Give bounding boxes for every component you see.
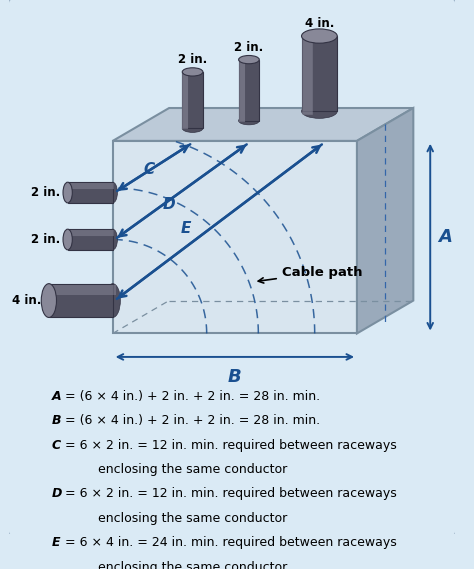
Text: E: E bbox=[52, 537, 60, 549]
Text: 2 in.: 2 in. bbox=[234, 41, 264, 54]
Text: A: A bbox=[438, 228, 452, 246]
Text: B: B bbox=[52, 414, 61, 427]
Text: 2 in.: 2 in. bbox=[178, 53, 207, 66]
Ellipse shape bbox=[108, 182, 118, 203]
Text: enclosing the same conductor: enclosing the same conductor bbox=[98, 512, 287, 525]
Ellipse shape bbox=[63, 182, 73, 203]
Text: D: D bbox=[52, 488, 62, 501]
Text: = 6 × 4 in. = 24 in. min. required between raceways: = 6 × 4 in. = 24 in. min. required betwe… bbox=[61, 537, 397, 549]
Ellipse shape bbox=[63, 229, 73, 250]
Polygon shape bbox=[238, 60, 259, 121]
Text: D: D bbox=[163, 196, 175, 212]
Ellipse shape bbox=[301, 29, 337, 43]
Polygon shape bbox=[357, 108, 413, 333]
Ellipse shape bbox=[41, 284, 56, 318]
Ellipse shape bbox=[182, 68, 203, 76]
Text: B: B bbox=[228, 368, 242, 386]
Ellipse shape bbox=[301, 104, 337, 118]
Text: C: C bbox=[144, 162, 155, 177]
FancyBboxPatch shape bbox=[8, 0, 456, 537]
Polygon shape bbox=[301, 36, 337, 111]
Polygon shape bbox=[113, 141, 357, 333]
Ellipse shape bbox=[238, 117, 259, 125]
Ellipse shape bbox=[105, 284, 120, 318]
Text: C: C bbox=[52, 439, 61, 452]
Text: = (6 × 4 in.) + 2 in. + 2 in. = 28 in. min.: = (6 × 4 in.) + 2 in. + 2 in. = 28 in. m… bbox=[61, 414, 320, 427]
Polygon shape bbox=[49, 284, 113, 318]
Text: 2 in.: 2 in. bbox=[31, 233, 60, 246]
Text: 2 in.: 2 in. bbox=[31, 186, 60, 199]
Text: enclosing the same conductor: enclosing the same conductor bbox=[98, 560, 287, 569]
Text: E: E bbox=[181, 221, 191, 236]
Polygon shape bbox=[182, 72, 203, 128]
Text: A: A bbox=[52, 390, 61, 403]
Text: Cable path: Cable path bbox=[258, 266, 362, 283]
Ellipse shape bbox=[108, 229, 118, 250]
Text: = 6 × 2 in. = 12 in. min. required between raceways: = 6 × 2 in. = 12 in. min. required betwe… bbox=[61, 439, 397, 452]
Text: 4 in.: 4 in. bbox=[12, 294, 41, 307]
Ellipse shape bbox=[238, 56, 259, 64]
Polygon shape bbox=[68, 182, 113, 203]
Text: 4 in.: 4 in. bbox=[305, 18, 334, 30]
Polygon shape bbox=[113, 108, 413, 141]
Text: = 6 × 2 in. = 12 in. min. required between raceways: = 6 × 2 in. = 12 in. min. required betwe… bbox=[61, 488, 397, 501]
Ellipse shape bbox=[182, 124, 203, 133]
Polygon shape bbox=[68, 229, 113, 250]
Text: = (6 × 4 in.) + 2 in. + 2 in. = 28 in. min.: = (6 × 4 in.) + 2 in. + 2 in. = 28 in. m… bbox=[61, 390, 320, 403]
Text: enclosing the same conductor: enclosing the same conductor bbox=[98, 463, 287, 476]
